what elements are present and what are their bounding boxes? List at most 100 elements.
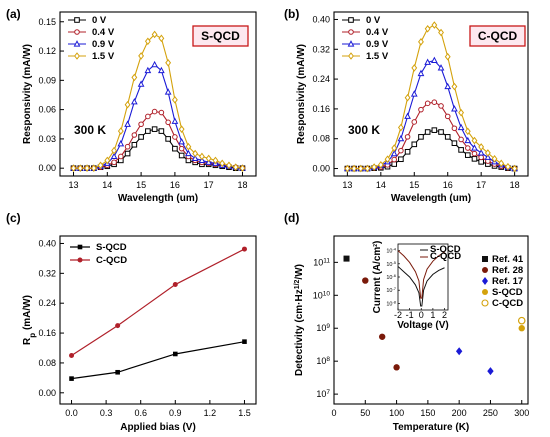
y-tick-label: 109 [316,323,330,334]
data-point [151,108,158,115]
data-point [97,161,104,170]
data-point [484,153,492,160]
panel-label: (a) [6,7,21,21]
x-tick-label: 300 [514,408,529,418]
series-line [71,248,245,356]
legend-entry: 0.4 V [366,27,389,38]
data-point [457,123,465,131]
data-point [498,159,505,168]
y-tick-label: 0.06 [38,105,56,115]
data-point [124,100,131,109]
data-point [124,143,131,150]
series-line [71,341,245,380]
tag-label: S-QCD [201,29,240,43]
x-tick-label: 15 [409,180,419,190]
y-tick-label: 0.12 [38,46,56,56]
x-tick-label: 13 [69,180,79,190]
legend-entry: C-QCD [492,298,523,309]
data-point [131,132,138,138]
data-point [158,109,165,116]
x-tick-label: 100 [389,408,404,418]
data-point [431,127,438,133]
y-axis-label: Responsivity (mA/W) [22,44,33,144]
legend-marker [482,277,488,285]
legend-marker [348,52,354,60]
x-axis-label: Temperature (K) [393,422,470,433]
data-point [417,69,425,77]
legend-marker [482,289,488,295]
x-tick-label: 18 [510,180,520,190]
plot-frame [333,235,529,405]
data-point [431,21,438,29]
data-point [404,134,411,140]
data-point [151,126,158,132]
data-point [178,125,185,133]
x-tick-label: 50 [360,408,370,418]
data-point [444,134,451,140]
data-point [444,52,451,61]
data-point [471,144,478,151]
legend-marker [481,299,489,307]
y-tick-label: 0.16 [312,104,330,114]
data-point [124,150,131,157]
data-point [357,164,364,173]
inset-x-tick-label: 2 [442,310,447,320]
data-point [471,136,478,145]
legend-marker [348,17,354,23]
data-point [411,141,418,148]
x-tick-label: 150 [420,408,435,418]
data-point [165,136,171,142]
y-tick-label: 0.32 [312,44,330,54]
inset-y-tick-label: 10-4 [386,246,396,255]
y-tick-label: 0.16 [38,328,56,338]
data-point [137,80,145,87]
data-point [164,88,172,95]
y-tick-label: 0.09 [38,75,56,85]
data-point [138,134,144,140]
data-point [437,64,445,71]
y-tick-label: 0.15 [38,17,56,27]
data-point [131,73,138,82]
data-point [411,64,418,72]
data-point [431,99,438,105]
legend-entry: 0.9 V [92,39,115,50]
data-point [158,128,165,134]
temperature-label: 300 K [74,123,106,137]
panel-b: 13 14 15 16 17 18 0.00 0.08 0.16 0.24 0.32 0.40 Wave… [284,7,529,204]
data-point [84,164,90,173]
data-point [371,163,378,171]
data-point [458,147,464,153]
x-axis-label: Wavelength (um) [118,193,198,204]
data-point [178,152,185,159]
data-point [151,60,158,68]
data-point [517,316,526,325]
y-tick-label: 0.40 [38,238,56,248]
data-point [464,127,471,136]
data-point [397,134,405,142]
data-point [444,82,452,90]
data-point [158,34,165,43]
data-point [478,154,484,161]
data-point [378,333,386,340]
inset-x-axis-label: Voltage (V) [397,320,448,331]
inset-x-tick-label: 1 [430,310,435,320]
plot-frame [333,11,529,177]
y-tick-label: 0.24 [38,298,56,308]
data-point [145,113,151,120]
legend-marker [348,29,354,35]
data-point [151,30,158,39]
y-tick-label: 0.08 [38,358,56,368]
data-point [117,127,124,135]
data-point [438,129,444,135]
x-tick-label: 250 [483,408,498,418]
data-point [377,161,384,169]
legend-marker [77,244,83,250]
x-tick-label: 15 [136,180,146,190]
y-tick-label: 1010 [313,290,331,301]
legend-entry: 0.4 V [92,27,115,38]
data-point [438,28,444,37]
data-point [138,121,144,128]
legend-marker [74,52,80,60]
data-point [131,141,138,148]
